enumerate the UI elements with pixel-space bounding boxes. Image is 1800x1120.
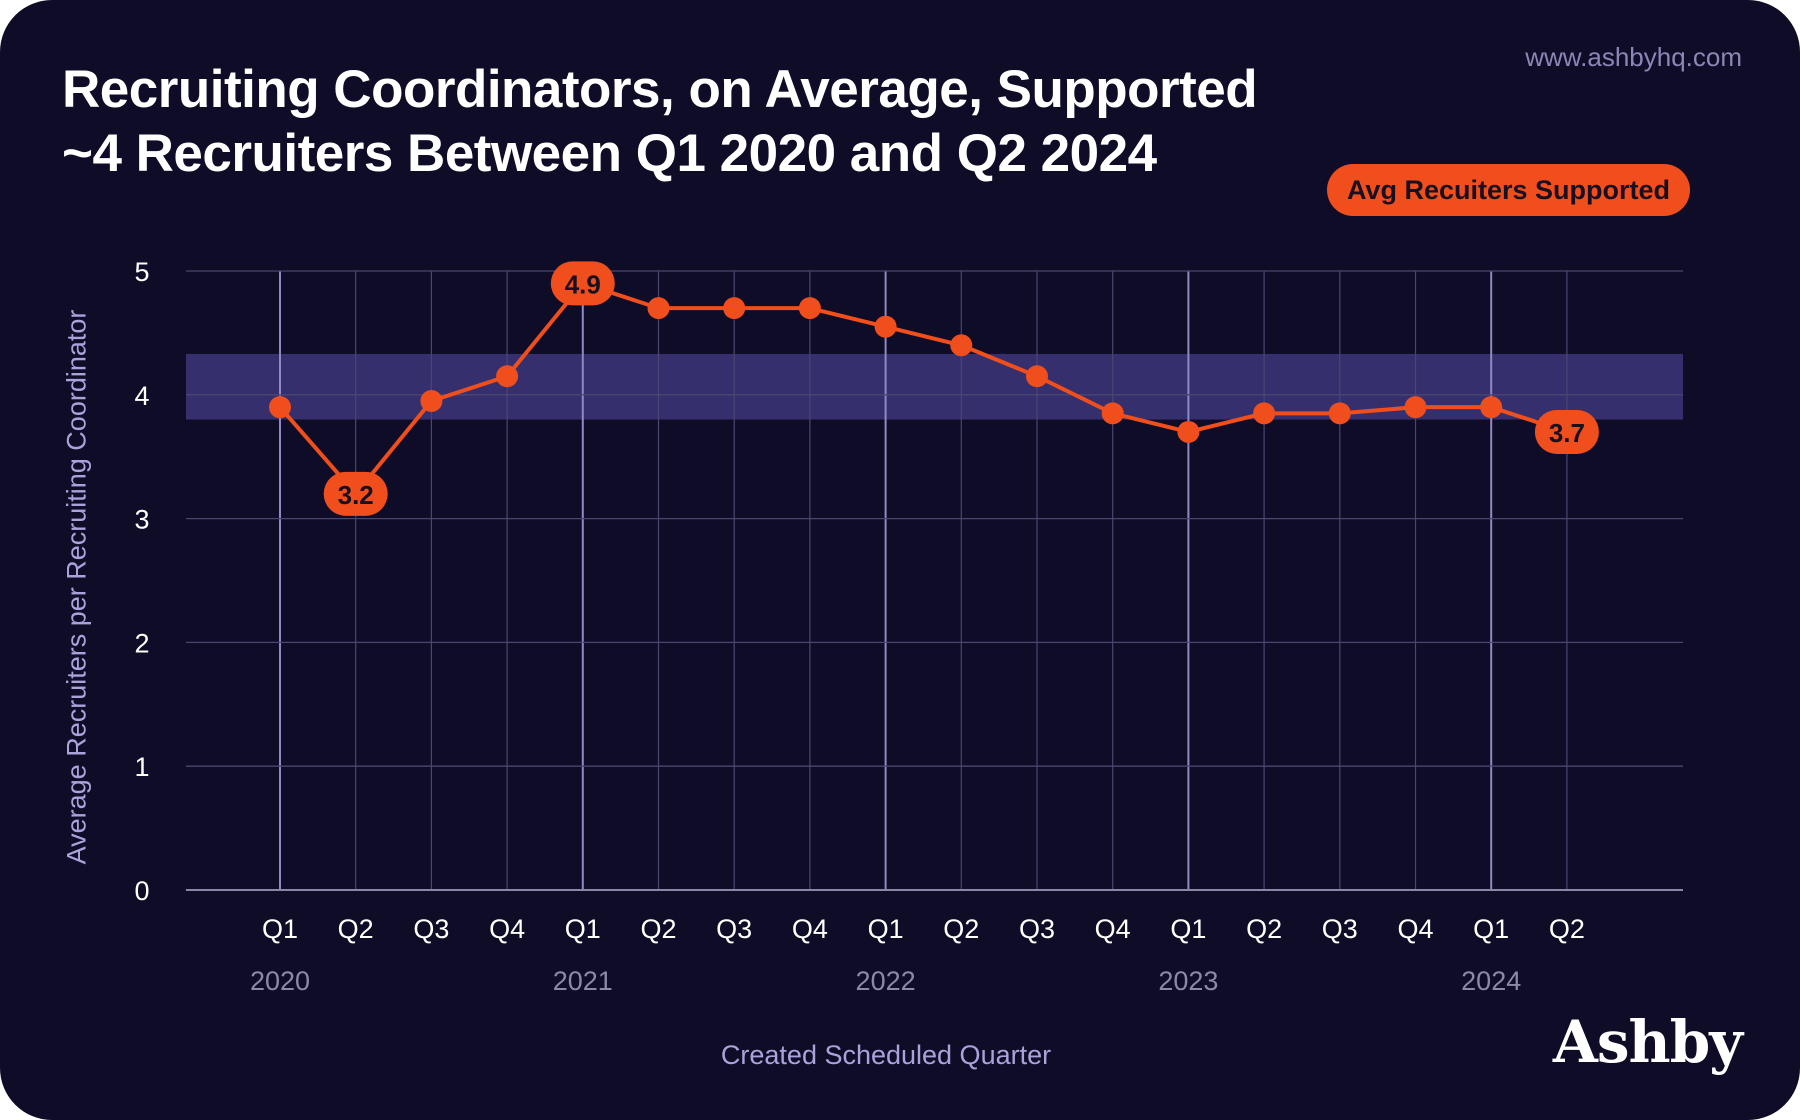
data-label-badge <box>550 261 615 306</box>
x-tick-label: Q1 <box>262 914 298 944</box>
x-tick-label: Q1 <box>868 914 904 944</box>
data-point <box>647 297 670 320</box>
year-label: 2023 <box>1158 966 1218 996</box>
x-tick-label: Q3 <box>1019 914 1055 944</box>
x-tick-label: Q2 <box>943 914 979 944</box>
data-point <box>1026 365 1048 388</box>
y-tick-label: 3 <box>134 505 149 535</box>
x-tick-label: Q2 <box>1246 914 1282 944</box>
data-point <box>1404 396 1427 419</box>
ashby-logo: Ashby <box>1552 1008 1743 1076</box>
data-point <box>1328 402 1351 425</box>
data-point <box>1177 420 1200 443</box>
average-band <box>186 353 1683 420</box>
legend-entry: Avg Recuiters Supported <box>1326 164 1690 216</box>
data-point <box>798 297 821 320</box>
website-url: www.ashbyhq.com <box>1525 42 1742 72</box>
data-point <box>269 396 291 419</box>
data-label: 3.2 <box>338 480 374 510</box>
series-line <box>278 281 1568 496</box>
data-point <box>1101 402 1124 425</box>
data-point <box>420 389 443 412</box>
x-tick-label: Q2 <box>1549 914 1585 944</box>
data-point <box>1253 402 1276 425</box>
x-tick-label: Q3 <box>413 914 449 944</box>
x-tick-label: Q1 <box>1473 914 1509 944</box>
x-tick-label: Q4 <box>489 914 525 944</box>
x-tick-label: Q4 <box>1095 914 1131 944</box>
y-tick-label: 1 <box>134 752 149 782</box>
data-label: 3.7 <box>1549 418 1585 448</box>
chart-title: Recruiting Coordinators, on Average, Sup… <box>62 60 1258 183</box>
data-point <box>1480 396 1503 419</box>
y-tick-label: 2 <box>134 628 149 658</box>
data-point <box>874 315 897 338</box>
data-label: 4.9 <box>565 269 601 299</box>
x-tick-label: Q2 <box>640 914 676 944</box>
x-tick-label: Q2 <box>338 914 374 944</box>
year-label: 2021 <box>553 966 613 996</box>
y-tick-label: 5 <box>134 257 149 287</box>
year-label: 2022 <box>856 966 916 996</box>
data-point <box>496 365 519 388</box>
year-label: 2020 <box>250 966 310 996</box>
y-tick-label: 0 <box>134 876 149 906</box>
x-tick-label: Q4 <box>792 914 828 944</box>
x-tick-label: Q1 <box>1170 914 1206 944</box>
year-label: 2024 <box>1461 966 1521 996</box>
x-tick-label: Q3 <box>716 914 752 944</box>
y-tick-label: 4 <box>134 381 149 411</box>
x-tick-label: Q1 <box>565 914 601 944</box>
x-tick-label: Q4 <box>1397 914 1433 944</box>
data-point <box>723 297 746 320</box>
data-label-badge <box>1534 409 1599 454</box>
data-point <box>950 334 973 357</box>
data-label-badge <box>323 471 388 516</box>
x-tick-label: Q3 <box>1322 914 1358 944</box>
x-axis-label: Created Scheduled Quarter <box>720 1040 1052 1070</box>
